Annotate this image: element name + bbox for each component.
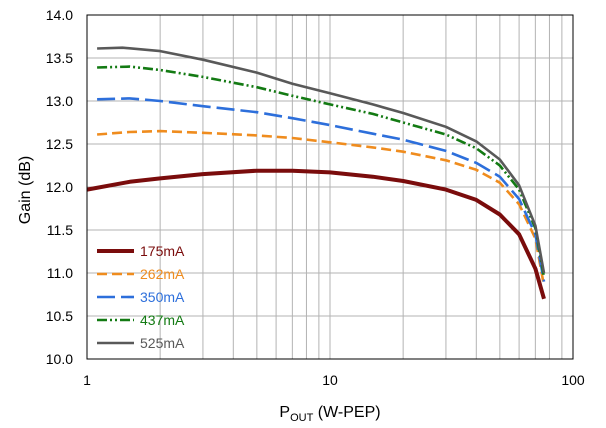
y-tick-label: 10.0 (46, 351, 73, 367)
y-tick-label: 13.5 (46, 50, 73, 66)
y-tick-label: 10.5 (46, 308, 73, 324)
x-tick-label: 10 (322, 372, 338, 388)
y-tick-label: 11.0 (47, 265, 73, 281)
series-layer (86, 46, 546, 300)
y-tick-label: 11.5 (47, 222, 73, 238)
x-axis-label-main: P (279, 404, 290, 421)
y-axis-label: Gain (dB) (17, 156, 34, 224)
y-tick-labels: 10.0 10.5 11.0 11.5 12.0 12.5 13.0 13.5 14.0 (46, 7, 73, 367)
legend-label: 262mA (140, 266, 185, 282)
x-tick-label: 100 (561, 372, 585, 388)
legend: 175mA 262mA 350mA 437mA 525mA (97, 243, 185, 351)
grid (87, 15, 573, 359)
legend-label: 350mA (140, 289, 185, 305)
legend-label: 175mA (140, 243, 185, 259)
y-tick-label: 14.0 (46, 7, 73, 23)
series-line-437mA (97, 65, 546, 278)
x-axis-label-rest: (W-PEP) (313, 404, 380, 421)
series-line-525mA (97, 46, 546, 274)
series-line-262mA (97, 129, 546, 287)
x-tick-labels: 1 10 100 (83, 372, 585, 388)
series-line-350mA (97, 97, 546, 282)
x-tick-label: 1 (83, 372, 91, 388)
legend-label: 437mA (140, 312, 185, 328)
y-tick-label: 13.0 (46, 93, 73, 109)
series-line-175mA (86, 168, 546, 300)
legend-label: 525mA (140, 335, 185, 351)
y-tick-label: 12.0 (46, 179, 73, 195)
plot-frame (86, 14, 574, 360)
x-axis-label: POUT (W-PEP) (279, 404, 380, 424)
x-axis-label-sub: OUT (290, 412, 314, 424)
y-tick-label: 12.5 (46, 136, 73, 152)
